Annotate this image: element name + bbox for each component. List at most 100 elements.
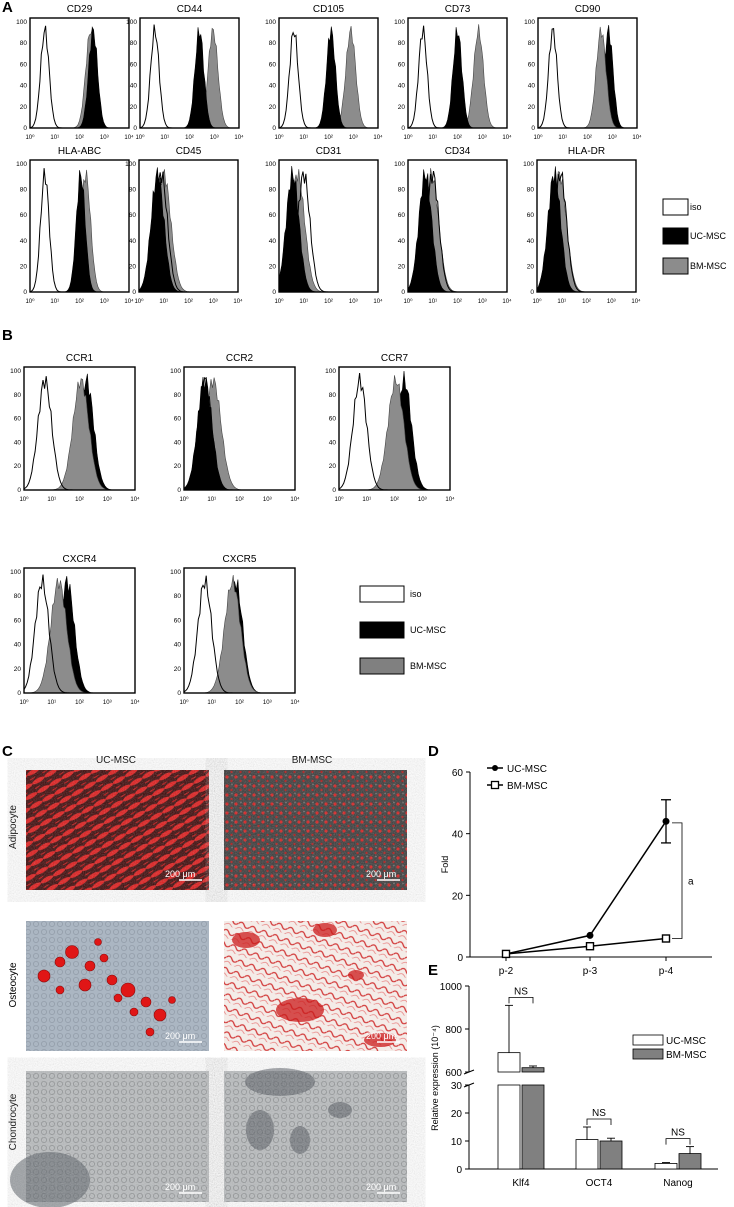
histogram-title: CD29 — [67, 4, 93, 15]
histogram-title: CCR7 — [381, 353, 409, 364]
y-tick-label: 0 — [177, 690, 181, 697]
y-tick-label: 40 — [174, 439, 182, 446]
histogram-cxcr5: CXCR5 0 20 40 60 80 100 10⁰ 10¹ 10² 10³ 10⁴ — [170, 554, 300, 706]
legend-swatch — [632, 1048, 664, 1060]
x-tick-label: 10² — [75, 700, 84, 706]
x-tick-label: 10¹ — [207, 700, 216, 706]
data-point — [501, 949, 511, 959]
x-tick-label: 10² — [75, 497, 84, 503]
y-tick-label: 60 — [130, 61, 138, 68]
histogram-cd90: CD90 0 20 40 60 80 100 10⁰ 10¹ 10² 10³ 10⁴ — [524, 4, 642, 141]
x-tick-label: p-4 — [659, 966, 674, 977]
data-point — [585, 942, 595, 951]
y-tick-label: 40 — [452, 830, 464, 841]
uc-msc-histogram — [407, 169, 507, 293]
significance-label: NS — [671, 1128, 685, 1139]
y-tick-label: 100 — [10, 368, 21, 375]
micrograph-adipocyte-bm-msc — [224, 770, 407, 890]
uc-msc-histogram — [30, 170, 129, 293]
y-tick-label: 40 — [527, 238, 535, 245]
x-tick-label: 10¹ — [428, 135, 437, 141]
x-tick-label: 10³ — [210, 135, 219, 141]
x-tick-label: 10⁰ — [134, 298, 144, 305]
y-axis-label: Relative expression (10⁻⁴) — [430, 1025, 440, 1131]
y-tick-label: 0 — [23, 289, 27, 296]
y-tick-label: 800 — [445, 1025, 462, 1036]
y-tick-label: 40 — [398, 83, 406, 90]
x-tick-label: Nanog — [663, 1178, 692, 1189]
plot-frame — [407, 17, 508, 129]
iso-histogram — [29, 25, 129, 129]
legend-label-iso: iso — [690, 202, 702, 212]
histogram-hla-abc: HLA-ABC 0 20 40 60 80 100 10⁰ 10¹ 10² 10³ 10⁴ — [16, 146, 134, 305]
micrograph-osteocyte-bm-msc — [224, 921, 407, 1051]
plot-frame — [29, 159, 130, 293]
data-point — [661, 934, 671, 943]
y-tick-label: 60 — [174, 617, 182, 624]
legend-panel-b: iso UC-MSC BM-MSC — [359, 585, 447, 675]
y-tick-label: 20 — [451, 1109, 463, 1120]
y-tick-label: 40 — [14, 439, 22, 446]
legend-swatch-iso — [662, 198, 689, 216]
y-tick-label: 60 — [527, 212, 535, 219]
bar — [654, 1163, 678, 1170]
x-tick-label: 10⁴ — [631, 298, 641, 305]
panel-label-b: B — [2, 327, 13, 344]
y-tick-label: 20 — [20, 263, 28, 270]
histogram-cd44: CD44 0 20 40 60 80 100 10⁰ 10¹ 10² 10³ 10⁴ — [126, 4, 244, 141]
plot-frame — [278, 17, 379, 129]
x-tick-label: 10¹ — [160, 135, 169, 141]
y-tick-label: 0 — [17, 487, 21, 494]
y-tick-label: 60 — [14, 416, 22, 423]
plot-frame — [537, 17, 638, 129]
x-tick-label: 10⁴ — [124, 134, 134, 141]
scale-bar-label: 200 μm — [366, 1182, 396, 1192]
histogram-title: HLA-ABC — [58, 146, 101, 157]
iso-histogram — [139, 24, 239, 129]
y-tick-label: 0 — [530, 289, 534, 296]
x-tick-label: 10⁴ — [373, 298, 383, 305]
x-tick-label: 10⁰ — [274, 298, 284, 305]
legend-label: BM-MSC — [507, 781, 548, 792]
y-tick-label: 60 — [398, 212, 406, 219]
histogram-title: CCR1 — [66, 353, 94, 364]
histogram-title: CD31 — [316, 146, 342, 157]
x-tick-label: 10⁰ — [25, 134, 35, 141]
y-tick-label: 60 — [528, 61, 536, 68]
x-tick-label: 10¹ — [558, 135, 567, 141]
y-tick-label: 20 — [20, 104, 28, 111]
plot-frame — [407, 159, 508, 293]
significance-bracket — [672, 822, 683, 939]
scale-bar: 200 μm — [165, 1031, 202, 1043]
plot-frame — [139, 17, 240, 129]
x-tick-label: 10¹ — [428, 299, 437, 305]
x-tick-label: 10⁰ — [403, 298, 413, 305]
x-tick-label: 10⁴ — [502, 298, 512, 305]
y-tick-label: 100 — [524, 19, 535, 26]
y-tick-label: 0 — [272, 125, 276, 132]
x-tick-label: p-2 — [499, 966, 514, 977]
legend-swatch-bm-msc — [662, 257, 689, 275]
legend-label-iso: iso — [410, 589, 422, 599]
x-tick-label: 10⁰ — [403, 134, 413, 141]
x-tick-label: 10² — [390, 497, 399, 503]
column-header-uc-msc: UC-MSC — [96, 755, 136, 766]
x-tick-label: 10² — [583, 135, 592, 141]
histogram-ccr2: CCR2 0 20 40 60 80 100 10⁰ 10¹ 10² 10³ 10⁴ — [170, 353, 300, 503]
histogram-cd29: CD29 0 20 40 60 80 100 10⁰ 10¹ 10² 10³ 10⁴ — [16, 4, 134, 141]
y-tick-label: 20 — [14, 463, 22, 470]
uc-msc-histogram — [279, 26, 378, 129]
y-tick-label: 80 — [14, 392, 22, 399]
y-tick-label: 0 — [132, 289, 136, 296]
histogram-cd31: CD31 0 20 40 60 80 100 10⁰ 10¹ 10² 10³ 10⁴ — [265, 146, 383, 305]
y-tick-label: 40 — [269, 83, 277, 90]
y-tick-label: 0 — [17, 690, 21, 697]
x-tick-label: 10³ — [263, 497, 272, 503]
plot-frame — [278, 159, 379, 293]
data-point — [662, 817, 670, 825]
panel-label-c: C — [2, 743, 13, 760]
x-tick-label: 10³ — [100, 135, 109, 141]
x-tick-label: 10¹ — [50, 135, 59, 141]
legend-label-bm-msc: BM-MSC — [690, 261, 727, 271]
x-tick-label: 10⁰ — [334, 496, 344, 503]
